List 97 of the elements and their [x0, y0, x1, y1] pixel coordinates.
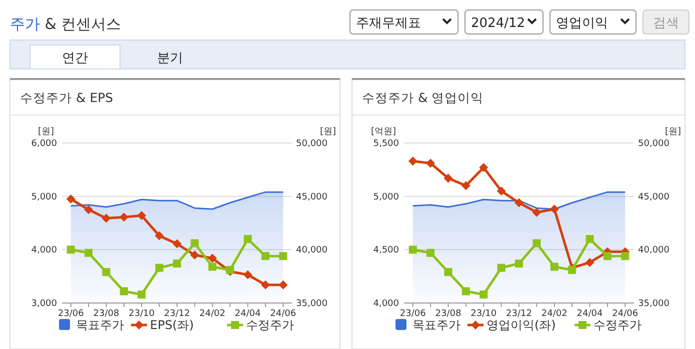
point [208, 254, 217, 263]
y-tick-label: 4,000 [373, 299, 400, 309]
legend-label: 영업이익(좌) [486, 318, 556, 332]
y2-axis-title: [원] [664, 127, 681, 137]
legend-label: 목표주가 [412, 318, 460, 332]
point [84, 248, 93, 257]
x-tick-label: 23/06 [400, 309, 426, 319]
point [426, 158, 436, 168]
x-tick-label: 24/02 [199, 309, 226, 319]
y-tick-label: 5,000 [31, 192, 58, 202]
legend-label: 수정주가 [246, 318, 294, 332]
text: 분기 [157, 51, 183, 66]
legend-label: 수정주가 [594, 318, 642, 332]
point [585, 258, 594, 267]
y-tick-label: 6,000 [31, 139, 58, 149]
point [190, 239, 199, 248]
y2-tick-label: 50,000 [296, 139, 328, 149]
point [515, 260, 523, 268]
x-tick-label: 24/04 [234, 309, 262, 319]
point [137, 211, 146, 220]
chart-title: 수정주가 & 영업이익 [362, 90, 484, 105]
y-axis-title: [억원] [370, 127, 396, 137]
y2-axis-title: [원] [320, 127, 336, 137]
x-tick-label: 24/06 [612, 309, 638, 319]
point [190, 250, 200, 260]
y2-tick-label: 35,000 [638, 299, 670, 309]
point [66, 246, 75, 254]
point [208, 262, 216, 271]
point [261, 252, 270, 260]
legend-label: EPS(좌) [150, 318, 194, 332]
x-tick-label: 23/10 [128, 309, 155, 319]
point [462, 287, 470, 296]
point [444, 174, 453, 183]
y-axis-title: [원] [38, 127, 54, 137]
point [532, 208, 542, 217]
point [138, 290, 146, 298]
y2-tick-label: 45,000 [296, 192, 328, 202]
point [480, 290, 488, 298]
x-tick-label: 24/02 [541, 309, 568, 319]
point [461, 181, 470, 190]
point [497, 264, 506, 272]
point [102, 214, 111, 223]
x-tick-label: 23/08 [93, 309, 120, 319]
point [408, 156, 418, 166]
point [172, 239, 182, 248]
point [479, 163, 488, 172]
text: 영업이익 [556, 16, 608, 31]
text: 연간 [62, 51, 88, 66]
point [244, 235, 252, 243]
point [66, 194, 76, 204]
point [173, 260, 181, 268]
y-tick-label: 4,500 [373, 246, 400, 256]
point [119, 212, 128, 222]
text: 주가 & 컨센서스 [10, 15, 122, 33]
point [408, 246, 417, 254]
point [444, 268, 452, 276]
point [120, 287, 128, 296]
y2-tick-label: 40,000 [638, 246, 670, 256]
point [496, 186, 506, 196]
point [154, 231, 164, 240]
point [586, 235, 594, 243]
point [102, 268, 110, 276]
text: 주재무제표 [356, 16, 421, 31]
point [226, 266, 234, 274]
y-tick-label: 5,000 [373, 192, 400, 202]
text: 검색 [653, 16, 679, 31]
x-tick-label: 23/08 [435, 309, 462, 319]
y-tick-label: 4,000 [31, 246, 58, 256]
point [550, 262, 558, 271]
point [514, 198, 524, 208]
point [279, 252, 288, 260]
x-tick-label: 23/12 [506, 309, 532, 319]
point [568, 266, 576, 274]
x-tick-label: 23/12 [164, 309, 190, 319]
y2-tick-label: 40,000 [296, 246, 328, 256]
text: 2024/12 [471, 16, 526, 31]
point [550, 204, 559, 214]
point [532, 239, 541, 248]
point [621, 252, 630, 260]
x-tick-label: 23/06 [58, 309, 84, 319]
point [84, 205, 94, 214]
y2-tick-label: 45,000 [638, 192, 670, 202]
legend-label: 목표주가 [76, 318, 124, 332]
chart-title: 수정주가 & EPS [20, 90, 114, 105]
y2-tick-label: 35,000 [296, 299, 328, 309]
x-tick-label: 24/04 [576, 309, 604, 319]
point [278, 280, 288, 290]
point [603, 252, 612, 260]
y-tick-label: 3,000 [31, 299, 58, 309]
point [260, 280, 270, 290]
y2-tick-label: 50,000 [638, 139, 670, 149]
x-tick-label: 23/10 [470, 309, 497, 319]
point [243, 270, 252, 280]
point [426, 248, 435, 257]
point [155, 264, 164, 272]
x-tick-label: 24/06 [270, 309, 296, 319]
y-tick-label: 5,500 [373, 139, 400, 149]
